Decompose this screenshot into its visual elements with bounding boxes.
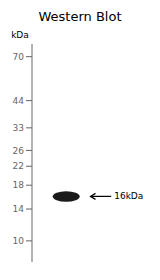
html-text:Western Blot: Western Blot	[38, 9, 122, 24]
svg-text:10: 10	[13, 236, 25, 246]
svg-text:14: 14	[13, 204, 25, 214]
svg-text:26: 26	[13, 146, 25, 156]
svg-text:18: 18	[13, 180, 25, 190]
svg-text:16kDa: 16kDa	[114, 191, 143, 201]
svg-text:44: 44	[13, 96, 25, 106]
svg-text:70: 70	[13, 52, 25, 62]
svg-text:33: 33	[13, 123, 24, 133]
svg-text:22: 22	[13, 161, 24, 171]
svg-text:kDa: kDa	[11, 30, 29, 40]
